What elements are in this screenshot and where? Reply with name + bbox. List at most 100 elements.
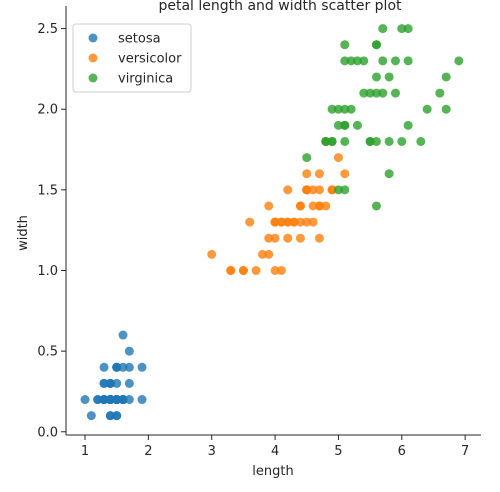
x-tick-label-2: 2 <box>144 444 152 459</box>
point-virginica-5 <box>435 88 445 98</box>
point-virginica-9 <box>403 24 413 34</box>
point-versicolor-42 <box>270 233 280 243</box>
point-virginica-25 <box>397 136 407 146</box>
point-virginica-46 <box>333 120 343 130</box>
point-setosa-31 <box>112 362 122 372</box>
point-virginica-31 <box>422 104 432 114</box>
point-setosa-49 <box>105 395 115 405</box>
point-virginica-47 <box>346 104 356 114</box>
point-versicolor-49 <box>276 217 286 227</box>
point-versicolor-34 <box>302 185 312 195</box>
y-tick-label-0.5: 0.5 <box>37 345 58 360</box>
x-tick-label-1: 1 <box>81 444 89 459</box>
legend-marker-setosa <box>88 33 98 43</box>
y-tick-label-0: 0.0 <box>37 425 58 440</box>
point-versicolor-9 <box>264 201 274 211</box>
point-versicolor-27 <box>333 153 343 163</box>
point-versicolor-31 <box>251 266 261 275</box>
point-setosa-19 <box>112 378 122 388</box>
point-virginica-44 <box>378 24 388 34</box>
point-virginica-29 <box>384 169 394 179</box>
data-points <box>80 24 464 421</box>
point-virginica-6 <box>302 153 312 163</box>
legend-marker-versicolor <box>88 53 98 63</box>
point-virginica-2 <box>390 88 400 98</box>
point-virginica-18 <box>454 56 464 66</box>
point-versicolor-48 <box>207 249 217 259</box>
point-virginica-35 <box>403 56 413 66</box>
point-setosa-5 <box>124 362 134 372</box>
point-versicolor-8 <box>308 217 318 227</box>
point-versicolor-19 <box>264 249 274 259</box>
point-versicolor-4 <box>308 185 318 195</box>
point-versicolor-32 <box>264 233 274 243</box>
point-versicolor-11 <box>283 185 293 195</box>
point-virginica-14 <box>340 40 350 50</box>
point-setosa-42 <box>99 395 109 405</box>
point-virginica-21 <box>327 104 337 114</box>
point-virginica-38 <box>321 136 331 146</box>
y-tick-label-2: 2.0 <box>37 103 58 118</box>
point-virginica-41 <box>340 56 350 66</box>
point-virginica-39 <box>359 88 369 98</box>
point-virginica-13 <box>333 104 343 114</box>
legend-box <box>72 23 192 93</box>
point-virginica-37 <box>365 136 375 146</box>
point-setosa-23 <box>124 346 134 356</box>
point-virginica-43 <box>390 56 400 66</box>
point-virginica-15 <box>352 56 362 66</box>
legend: setosa versicolor virginica <box>72 23 192 93</box>
legend-label-setosa: setosa <box>118 32 161 47</box>
point-virginica-3 <box>371 136 381 146</box>
point-virginica-33 <box>340 185 350 195</box>
point-virginica-20 <box>378 56 388 66</box>
point-versicolor-26 <box>321 201 331 211</box>
y-tick-label-1.5: 1.5 <box>37 183 58 198</box>
point-versicolor-39 <box>270 217 280 227</box>
point-virginica-49 <box>340 136 350 146</box>
legend-label-virginica: virginica <box>118 72 173 87</box>
point-virginica-40 <box>371 40 381 50</box>
point-versicolor-35 <box>302 169 312 179</box>
y-tick-label-2.5: 2.5 <box>37 22 58 37</box>
point-versicolor-43 <box>226 266 236 275</box>
point-versicolor-22 <box>327 185 337 195</box>
point-versicolor-33 <box>340 169 350 179</box>
point-versicolor-47 <box>289 217 299 227</box>
point-versicolor-30 <box>257 249 267 259</box>
point-setosa-41 <box>99 378 109 388</box>
point-virginica-11 <box>352 120 362 130</box>
point-setosa-43 <box>118 330 128 340</box>
point-virginica-8 <box>384 136 394 146</box>
point-setosa-13 <box>86 411 96 421</box>
point-setosa-18 <box>124 378 134 388</box>
chart-title: petal length and width scatter plot <box>158 0 402 14</box>
point-versicolor-46 <box>283 217 293 227</box>
point-setosa-45 <box>105 378 115 388</box>
point-versicolor-45 <box>283 233 293 243</box>
point-versicolor-29 <box>238 266 248 275</box>
point-setosa-16 <box>99 362 109 372</box>
x-axis-label: length <box>252 464 293 479</box>
point-setosa-22 <box>80 395 90 405</box>
x-tick-label-3: 3 <box>208 444 216 459</box>
point-versicolor-37 <box>295 217 305 227</box>
x-tick-label-6: 6 <box>398 444 406 459</box>
x-axis-ticks: 1 2 3 4 5 6 7 <box>81 435 469 459</box>
point-versicolor-25 <box>295 201 305 211</box>
point-versicolor-14 <box>245 217 255 227</box>
point-setosa-48 <box>112 395 122 405</box>
point-versicolor-41 <box>308 201 318 211</box>
point-virginica-45 <box>346 56 356 66</box>
point-virginica-32 <box>371 72 381 82</box>
x-tick-label-4: 4 <box>271 444 279 459</box>
point-setosa-26 <box>118 362 128 372</box>
point-setosa-44 <box>137 362 147 372</box>
point-virginica-27 <box>327 136 337 146</box>
point-versicolor-12 <box>270 266 280 275</box>
point-virginica-17 <box>441 72 451 82</box>
point-virginica-4 <box>384 72 394 82</box>
point-virginica-0 <box>397 24 407 34</box>
point-virginica-42 <box>340 120 350 130</box>
